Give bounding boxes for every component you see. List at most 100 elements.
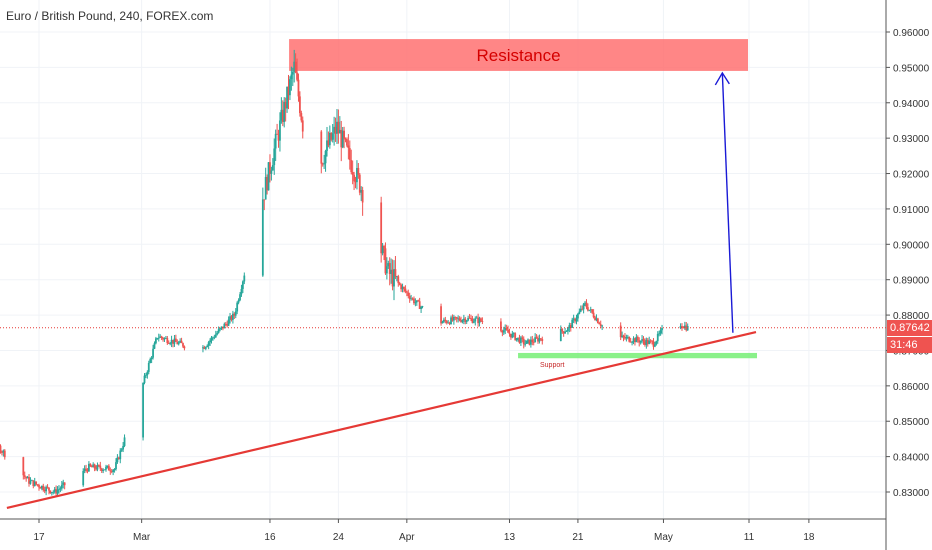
candle-body: [30, 480, 33, 482]
candle-body: [452, 316, 455, 321]
candle-body: [565, 331, 568, 332]
candle-body: [320, 131, 323, 164]
candle-body: [1, 452, 3, 453]
candle-body: [328, 132, 331, 146]
candle-body: [361, 190, 364, 203]
candle-body: [263, 199, 266, 201]
candle-body: [529, 339, 532, 345]
candle-body: [3, 450, 6, 458]
candle-body: [601, 325, 604, 327]
candle-body: [464, 318, 467, 322]
y-tick-label: 0.88000: [893, 311, 930, 322]
candle-body: [113, 469, 116, 470]
candle-body: [50, 492, 53, 494]
candle-body: [96, 465, 99, 470]
candle-body: [273, 148, 276, 166]
candle-body: [287, 86, 290, 96]
candle-body: [639, 340, 642, 343]
candle-body: [23, 475, 26, 477]
candle-body: [146, 371, 149, 376]
candle-body: [635, 336, 638, 343]
candle-body: [385, 266, 388, 274]
candle-body: [206, 345, 209, 347]
candle-body: [182, 343, 184, 347]
candle-body: [58, 489, 60, 490]
candle-body: [393, 269, 395, 287]
candle-body: [394, 269, 397, 277]
candle-body: [85, 468, 87, 470]
candle-body: [323, 163, 326, 165]
chart-title: Euro / British Pound, 240, FOREX.com: [6, 9, 214, 23]
candle-body: [290, 74, 293, 80]
candle-body: [55, 489, 58, 494]
candle-body: [105, 466, 107, 470]
candle-body: [638, 340, 641, 343]
candle-body: [86, 469, 89, 472]
candle-body: [207, 342, 210, 346]
candle-body: [682, 327, 685, 329]
candle-body: [471, 318, 474, 323]
candle-body: [212, 337, 214, 339]
candle-body: [183, 346, 186, 349]
candle-body: [594, 317, 596, 321]
x-tick-label: Mar: [133, 532, 151, 543]
candle-body: [334, 126, 337, 134]
candle-body: [538, 338, 541, 342]
candle-body: [651, 340, 653, 342]
candle-body: [324, 150, 327, 164]
x-tick-label: 11: [744, 532, 755, 543]
candle-body: [658, 333, 661, 335]
candle-body: [122, 445, 125, 450]
candle-body: [404, 288, 407, 292]
candle-body: [465, 320, 468, 322]
candle-body: [45, 486, 48, 492]
arrow-shaft: [721, 72, 734, 333]
candle-body: [299, 96, 301, 114]
candle-body: [338, 129, 341, 134]
y-tick-label: 0.93000: [893, 134, 930, 145]
candle-body: [202, 347, 204, 349]
candle-body: [59, 488, 62, 490]
candle-body: [220, 326, 223, 329]
candle-body: [655, 341, 658, 345]
candle-body: [38, 485, 40, 488]
candle-body: [511, 333, 514, 338]
candle-body: [95, 468, 97, 470]
candle-body: [642, 339, 645, 342]
candle-body: [281, 109, 284, 122]
candle-body: [636, 336, 639, 341]
candle-body: [522, 338, 525, 345]
candle-body: [451, 317, 454, 321]
candle-body: [417, 300, 420, 302]
y-tick-label: 0.95000: [893, 63, 930, 74]
candle-body: [166, 338, 169, 344]
candle-body: [656, 333, 659, 342]
candle-body: [340, 129, 343, 148]
candle-body: [358, 174, 361, 193]
candle-body: [514, 333, 517, 341]
candle-body: [631, 341, 633, 343]
candle-body: [411, 298, 414, 300]
candle-body: [589, 309, 592, 311]
candle-body: [229, 316, 231, 320]
candle-body: [626, 336, 629, 338]
candle-body: [22, 457, 25, 476]
candle-body: [2, 450, 5, 453]
candle-body: [681, 326, 683, 328]
candle-body: [353, 174, 355, 182]
candle-body: [149, 359, 152, 363]
candle-body: [150, 357, 153, 360]
candle-body: [142, 382, 144, 438]
candle-body: [117, 457, 120, 460]
support-label: Support: [540, 362, 565, 369]
candle-body: [164, 338, 167, 339]
x-tick-label: 18: [803, 532, 815, 543]
candle-body: [46, 486, 49, 488]
candle-body: [145, 375, 147, 376]
candle-body: [405, 291, 408, 293]
candle-body: [571, 319, 574, 328]
candle-body: [289, 79, 291, 96]
candle-body: [294, 61, 297, 73]
candle-body: [107, 465, 110, 471]
